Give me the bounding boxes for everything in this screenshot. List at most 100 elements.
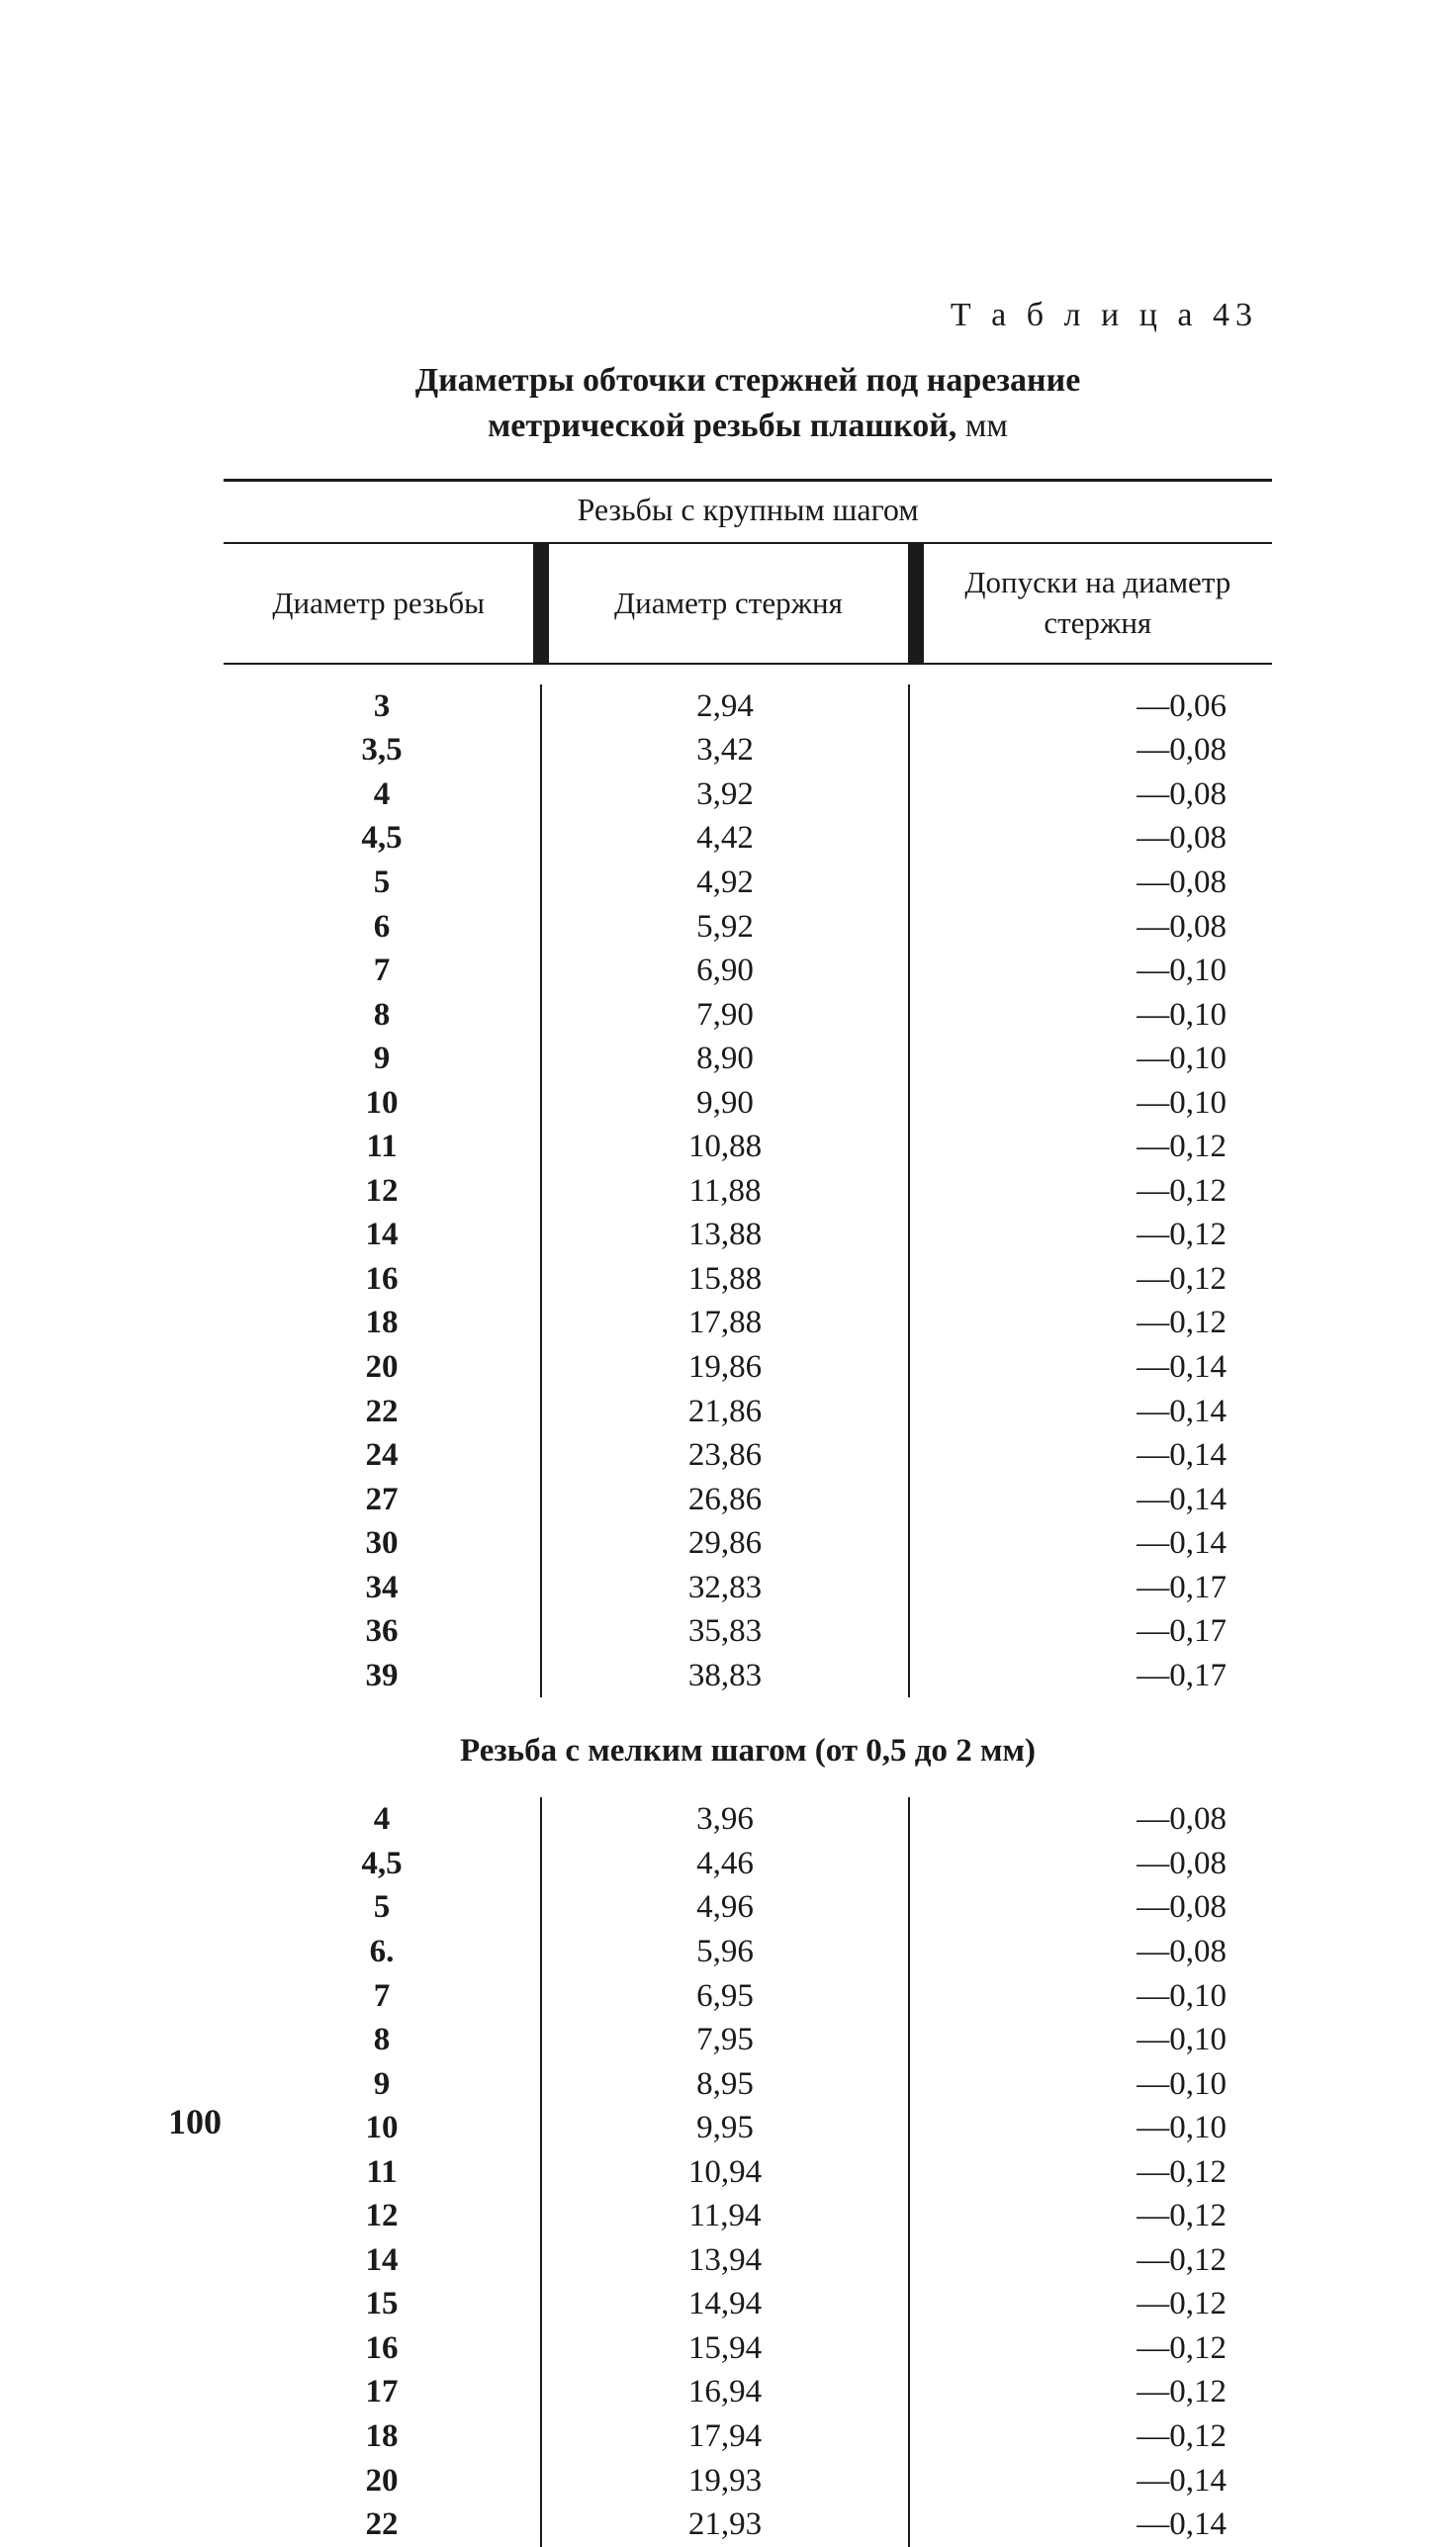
cell-diameter: 4,5 bbox=[224, 816, 540, 861]
cell-rod: 5,96 bbox=[542, 1930, 908, 1974]
cell-tolerance: —0,10 bbox=[910, 949, 1227, 993]
cell-rod: 10,94 bbox=[542, 2150, 908, 2195]
table-title: Диаметры обточки стержней под нарезание … bbox=[198, 358, 1298, 449]
column-headers: Диаметр резьбы Диаметр стержня Допуски н… bbox=[224, 544, 1272, 663]
cell-tolerance: —0,14 bbox=[910, 1433, 1227, 1478]
cell-rod: 11,94 bbox=[542, 2194, 908, 2238]
cell-diameter: 22 bbox=[224, 1390, 540, 1434]
cell-tolerance: —0,14 bbox=[910, 2459, 1227, 2503]
cell-rod: 23,86 bbox=[542, 1433, 908, 1478]
section-2-col-rod: 3,964,464,965,966,957,958,959,9510,9411,… bbox=[542, 1797, 908, 2546]
cell-tolerance: —0,12 bbox=[910, 2370, 1227, 2414]
cell-tolerance: —0,12 bbox=[910, 2238, 1227, 2283]
cell-diameter: 30 bbox=[224, 1521, 540, 1566]
col-header-tolerance: Допуски на диаметр стержня bbox=[924, 545, 1272, 661]
cell-diameter: 9 bbox=[224, 1037, 540, 1081]
cell-tolerance: —0,12 bbox=[910, 1213, 1227, 1257]
cell-diameter: 20 bbox=[224, 1345, 540, 1390]
cell-diameter: 8 bbox=[224, 2018, 540, 2062]
section-1-data: 33,544,556789101112141618202224273034363… bbox=[224, 684, 1272, 1698]
cell-diameter: 17 bbox=[224, 2370, 540, 2414]
section-2-heading: Резьба с мелким шагом (от 0,5 до 2 мм) bbox=[224, 1697, 1272, 1797]
cell-rod: 5,92 bbox=[542, 905, 908, 950]
cell-rod: 19,93 bbox=[542, 2459, 908, 2503]
cell-tolerance: —0,14 bbox=[910, 1345, 1227, 1390]
cell-rod: 11,88 bbox=[542, 1169, 908, 1214]
section-2-col-diameter: 44,556.78910111214151617182022 bbox=[224, 1797, 540, 2546]
cell-tolerance: —0,14 bbox=[910, 1390, 1227, 1434]
cell-rod: 16,94 bbox=[542, 2370, 908, 2414]
cell-diameter: 5 bbox=[224, 1885, 540, 1930]
cell-diameter: 14 bbox=[224, 2238, 540, 2283]
cell-tolerance: —0,10 bbox=[910, 1974, 1227, 2019]
cell-diameter: 39 bbox=[224, 1654, 540, 1698]
table-label: Т а б л и ц а 43 bbox=[198, 297, 1298, 334]
cell-diameter: 4 bbox=[224, 773, 540, 817]
cell-diameter: 20 bbox=[224, 2459, 540, 2503]
section-1-heading: Резьбы с крупным шагом bbox=[224, 482, 1272, 542]
title-unit: мм bbox=[956, 408, 1008, 444]
cell-rod: 3,92 bbox=[542, 773, 908, 817]
cell-tolerance: —0,17 bbox=[910, 1609, 1227, 1654]
cell-rod: 3,42 bbox=[542, 728, 908, 773]
cell-diameter: 18 bbox=[224, 1301, 540, 1345]
section-1-col-rod: 2,943,423,924,424,925,926,907,908,909,90… bbox=[542, 684, 908, 1698]
cell-diameter: 22 bbox=[224, 2502, 540, 2547]
cell-tolerance: —0,12 bbox=[910, 1301, 1227, 1345]
cell-diameter: 9 bbox=[224, 2062, 540, 2107]
cell-diameter: 10 bbox=[224, 1081, 540, 1126]
cell-rod: 26,86 bbox=[542, 1478, 908, 1522]
cell-diameter: 3,5 bbox=[224, 728, 540, 773]
cell-rod: 13,88 bbox=[542, 1213, 908, 1257]
spacer bbox=[224, 665, 1272, 684]
cell-diameter: 16 bbox=[224, 1257, 540, 1302]
cell-tolerance: —0,17 bbox=[910, 1654, 1227, 1698]
cell-tolerance: —0,12 bbox=[910, 2282, 1227, 2326]
cell-tolerance: —0,10 bbox=[910, 2018, 1227, 2062]
cell-rod: 29,86 bbox=[542, 1521, 908, 1566]
cell-diameter: 15 bbox=[224, 2282, 540, 2326]
cell-tolerance: —0,12 bbox=[910, 2326, 1227, 2371]
cell-tolerance: —0,08 bbox=[910, 816, 1227, 861]
cell-rod: 6,90 bbox=[542, 949, 908, 993]
cell-tolerance: —0,10 bbox=[910, 2106, 1227, 2150]
cell-tolerance: —0,08 bbox=[910, 1842, 1227, 1886]
cell-tolerance: —0,14 bbox=[910, 1478, 1227, 1522]
cell-tolerance: —0,08 bbox=[910, 905, 1227, 950]
col-header-rod: Диаметр стержня bbox=[549, 566, 907, 641]
cell-tolerance: —0,12 bbox=[910, 2150, 1227, 2195]
page-number: 100 bbox=[168, 2101, 222, 2142]
header-divider-1 bbox=[533, 544, 549, 663]
cell-tolerance: —0,14 bbox=[910, 1521, 1227, 1566]
cell-diameter: 27 bbox=[224, 1478, 540, 1522]
cell-tolerance: —0,08 bbox=[910, 1885, 1227, 1930]
cell-tolerance: —0,12 bbox=[910, 2414, 1227, 2459]
cell-tolerance: —0,08 bbox=[910, 773, 1227, 817]
cell-diameter: 34 bbox=[224, 1566, 540, 1610]
table-43: Резьбы с крупным шагом Диаметр резьбы Ди… bbox=[224, 479, 1272, 2547]
cell-diameter: 8 bbox=[224, 993, 540, 1038]
cell-rod: 17,88 bbox=[542, 1301, 908, 1345]
cell-diameter: 4 bbox=[224, 1797, 540, 1842]
cell-rod: 7,90 bbox=[542, 993, 908, 1038]
cell-rod: 35,83 bbox=[542, 1609, 908, 1654]
section-1-col-diameter: 33,544,556789101112141618202224273034363… bbox=[224, 684, 540, 1698]
cell-rod: 15,88 bbox=[542, 1257, 908, 1302]
cell-diameter: 24 bbox=[224, 1433, 540, 1478]
cell-diameter: 12 bbox=[224, 1169, 540, 1214]
cell-rod: 19,86 bbox=[542, 1345, 908, 1390]
cell-tolerance: —0,12 bbox=[910, 1125, 1227, 1169]
cell-rod: 4,96 bbox=[542, 1885, 908, 1930]
title-line-1: Диаметры обточки стержней под нарезание bbox=[415, 362, 1081, 399]
cell-rod: 10,88 bbox=[542, 1125, 908, 1169]
cell-tolerance: —0,10 bbox=[910, 2062, 1227, 2107]
cell-tolerance: —0,12 bbox=[910, 1257, 1227, 1302]
cell-tolerance: —0,08 bbox=[910, 1930, 1227, 1974]
cell-rod: 2,94 bbox=[542, 684, 908, 729]
cell-rod: 4,46 bbox=[542, 1842, 908, 1886]
cell-diameter: 6 bbox=[224, 905, 540, 950]
cell-tolerance: —0,06 bbox=[910, 684, 1227, 729]
col-header-diameter: Диаметр резьбы bbox=[224, 566, 533, 641]
section-2-col-tolerance: —0,08—0,08—0,08—0,08—0,10—0,10—0,10—0,10… bbox=[910, 1797, 1266, 2546]
cell-rod: 14,94 bbox=[542, 2282, 908, 2326]
